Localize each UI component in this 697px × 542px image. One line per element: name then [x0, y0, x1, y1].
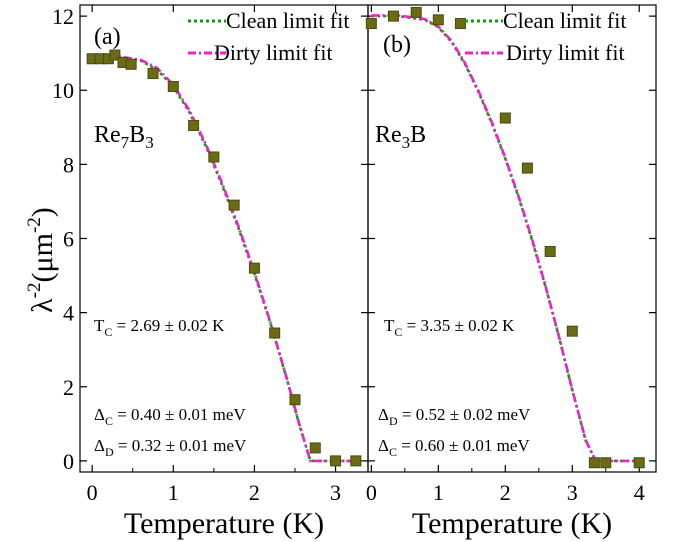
- clean-fit-line: [92, 54, 360, 463]
- data-point: [521, 162, 533, 174]
- panel-a-compound: Re7B3: [94, 122, 154, 152]
- y-tick-label: 0: [63, 449, 74, 474]
- y-tick-label: 10: [52, 78, 74, 103]
- x-tick-label: 2: [249, 480, 260, 505]
- dirty-fit-line: [371, 14, 640, 463]
- data-point: [588, 457, 600, 469]
- y-tick-label: 12: [52, 4, 74, 29]
- data-point: [330, 455, 342, 467]
- x-tick-label: 2: [500, 480, 511, 505]
- panel-a-x-axis-label: Temperature (K): [124, 507, 324, 540]
- panel-a-frame: [79, 4, 369, 473]
- panel-b-x-ticks: 0 1 2 3 4: [366, 5, 645, 505]
- data-point: [289, 394, 301, 406]
- panel-b-gap2-annotation: ΔC = 0.60 ± 0.01 meV: [378, 436, 530, 459]
- data-point: [309, 442, 321, 454]
- panel-a-data-points: [86, 49, 362, 467]
- data-point: [365, 18, 377, 30]
- data-point: [350, 455, 362, 467]
- data-point: [544, 245, 556, 257]
- x-tick-label: 3: [330, 480, 341, 505]
- panel-a-label: (a): [94, 24, 121, 50]
- panel-a-x-ticks: 0 1 2 3: [87, 5, 341, 505]
- x-tick-label: 1: [168, 480, 179, 505]
- data-point: [248, 262, 260, 274]
- x-tick-label: 0: [87, 480, 98, 505]
- data-point: [109, 49, 121, 61]
- legend-dirty-label: Dirty limit fit: [214, 40, 333, 65]
- x-tick-label: 0: [366, 480, 377, 505]
- legend-dirty-label: Dirty limit fit: [506, 40, 625, 65]
- data-point: [188, 119, 200, 131]
- panel-b-tc-annotation: TC = 3.35 ± 0.02 K: [384, 316, 515, 339]
- data-point: [600, 457, 612, 469]
- data-point: [499, 112, 511, 124]
- panel-b-legend: Clean limit fit Dirty limit fit: [465, 8, 626, 65]
- y-axis-label: λ-2(μm-2): [24, 207, 59, 313]
- data-point: [410, 6, 422, 18]
- panel-a-gap1-annotation: ΔC = 0.40 ± 0.01 meV: [94, 405, 246, 428]
- panel-b-label: (b): [383, 32, 411, 58]
- panel-b-gap1-annotation: ΔD = 0.52 ± 0.02 meV: [378, 405, 531, 428]
- data-point: [208, 151, 220, 163]
- data-point: [387, 10, 399, 22]
- data-point: [432, 14, 444, 26]
- panel-a-y-ticks: 0 2 4 6 8 10 12: [52, 4, 368, 474]
- panel-b-frame: [367, 4, 657, 473]
- panel-a-gap2-annotation: ΔD = 0.32 ± 0.01 meV: [94, 436, 247, 459]
- clean-fit-line: [371, 14, 640, 463]
- data-point: [633, 457, 645, 469]
- panel-b-fit-curves: [371, 14, 640, 463]
- data-point: [147, 68, 159, 80]
- panel-b-data-points: [365, 6, 645, 469]
- data-point: [167, 81, 179, 93]
- panel-a-legend: Clean limit fit Dirty limit fit: [188, 8, 349, 65]
- panel-b: 0 1 2 3 4 (b) Clean limit fit Dirty limit fi…: [365, 4, 657, 540]
- x-tick-label: 1: [433, 480, 444, 505]
- data-point: [269, 327, 281, 339]
- y-tick-label: 8: [63, 152, 74, 177]
- x-tick-label: 3: [567, 480, 578, 505]
- y-tick-label: 2: [63, 375, 74, 400]
- panel-b-y-ticks: [368, 15, 656, 462]
- legend-clean-label: Clean limit fit: [226, 8, 349, 33]
- dirty-fit-line: [92, 53, 360, 463]
- y-tick-label: 4: [63, 301, 74, 326]
- panel-b-x-axis-label: Temperature (K): [412, 507, 612, 540]
- panel-a-tc-annotation: TC = 2.69 ± 0.02 K: [94, 316, 225, 339]
- data-point: [566, 325, 578, 337]
- panel-a-fit-curves: [92, 53, 360, 463]
- legend-clean-label: Clean limit fit: [503, 8, 626, 33]
- data-point: [454, 18, 466, 30]
- y-tick-label: 6: [63, 227, 74, 252]
- x-tick-label: 4: [634, 480, 645, 505]
- panel-b-compound: Re3B: [375, 122, 426, 152]
- data-point: [125, 58, 137, 70]
- data-point: [228, 199, 240, 211]
